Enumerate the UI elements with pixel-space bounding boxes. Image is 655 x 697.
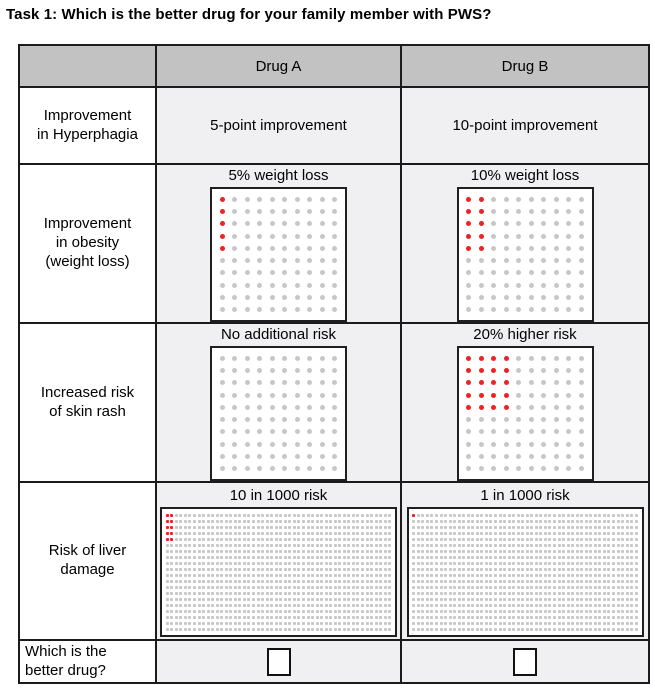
liver-drug-b-cell: 1 in 1000 risk bbox=[400, 481, 650, 641]
liver-drug-a-cell: 10 in 1000 risk bbox=[155, 481, 402, 641]
row-label-skin-rash: Increased risk of skin rash bbox=[18, 322, 157, 483]
drug-comparison-table: Drug A Drug B Improvement in Hyperphagia … bbox=[18, 44, 650, 684]
skin-rash-drug-a-cell: No additional risk bbox=[155, 322, 402, 483]
liver-drug-a-pictograph bbox=[160, 507, 397, 637]
hyperphagia-drug-b-value: 10-point improvement bbox=[400, 86, 650, 165]
obesity-drug-a-pictograph bbox=[210, 187, 347, 321]
liver-drug-a-caption: 10 in 1000 risk bbox=[229, 487, 328, 504]
column-header-drug-a: Drug A bbox=[155, 44, 402, 88]
better-drug-b-cell bbox=[400, 639, 650, 684]
skin-rash-drug-a-pictograph bbox=[210, 346, 347, 480]
header-empty-cell bbox=[18, 44, 157, 88]
hyperphagia-drug-a-value: 5-point improvement bbox=[155, 86, 402, 165]
header-row: Drug A Drug B bbox=[18, 44, 650, 88]
hyperphagia-row: Improvement in Hyperphagia 5-point improv… bbox=[18, 86, 650, 165]
obesity-drug-b-pictograph bbox=[456, 187, 594, 321]
obesity-drug-b-cell: 10% weight loss bbox=[400, 163, 650, 324]
obesity-row: Improvement in obesity (weight loss) 5% we… bbox=[18, 163, 650, 324]
skin-rash-row: Increased risk of skin rash No additional… bbox=[18, 322, 650, 483]
liver-row: Risk of liver damage 10 in 1000 risk 1 in… bbox=[18, 481, 650, 641]
drug-a-checkbox[interactable] bbox=[266, 647, 291, 676]
skin-rash-drug-a-caption: No additional risk bbox=[220, 326, 337, 343]
row-label-hyperphagia: Improvement in Hyperphagia bbox=[18, 86, 157, 165]
skin-rash-drug-b-cell: 20% higher risk bbox=[400, 322, 650, 483]
row-label-liver: Risk of liver damage bbox=[18, 481, 157, 641]
skin-rash-drug-b-caption: 20% higher risk bbox=[473, 326, 577, 343]
drug-b-checkbox[interactable] bbox=[513, 647, 537, 676]
liver-drug-b-caption: 1 in 1000 risk bbox=[480, 487, 570, 504]
row-label-obesity: Improvement in obesity (weight loss) bbox=[18, 163, 157, 324]
better-drug-row: Which is the better drug? bbox=[18, 639, 650, 684]
page-title: Task 1: Which is the better drug for you… bbox=[6, 6, 492, 23]
row-label-better-drug: Which is the better drug? bbox=[18, 639, 157, 684]
obesity-drug-a-caption: 5% weight loss bbox=[228, 167, 329, 184]
obesity-drug-b-caption: 10% weight loss bbox=[470, 167, 580, 184]
better-drug-a-cell bbox=[155, 639, 402, 684]
skin-rash-drug-b-pictograph bbox=[456, 346, 594, 480]
column-header-drug-b: Drug B bbox=[400, 44, 650, 88]
obesity-drug-a-cell: 5% weight loss bbox=[155, 163, 402, 324]
liver-drug-b-pictograph bbox=[406, 507, 644, 637]
